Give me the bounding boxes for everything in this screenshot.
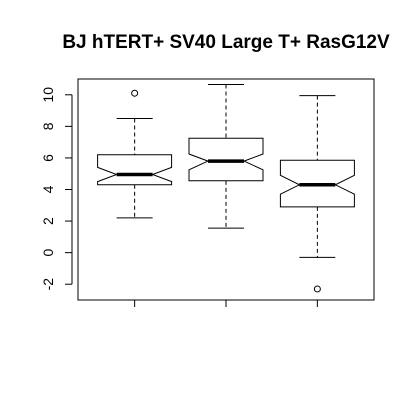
y-tick-label: 8 bbox=[40, 122, 56, 130]
y-tick-label: 2 bbox=[40, 217, 56, 225]
y-axis: -2 0 2 4 6 8 10 bbox=[40, 87, 73, 291]
y-tick-label: 4 bbox=[40, 185, 56, 193]
y-tick-label: 6 bbox=[40, 154, 56, 162]
y-tick-label: 10 bbox=[40, 87, 56, 103]
y-tick-label: 0 bbox=[40, 249, 56, 257]
box-group bbox=[97, 84, 355, 293]
box-body bbox=[97, 154, 173, 186]
chart-title: BJ hTERT+ SV40 Large T+ RasG12V bbox=[62, 32, 390, 53]
outlier-point bbox=[131, 89, 139, 97]
x-axis bbox=[134, 300, 318, 307]
y-tick-label: -2 bbox=[40, 278, 56, 291]
outlier-point bbox=[313, 285, 321, 293]
